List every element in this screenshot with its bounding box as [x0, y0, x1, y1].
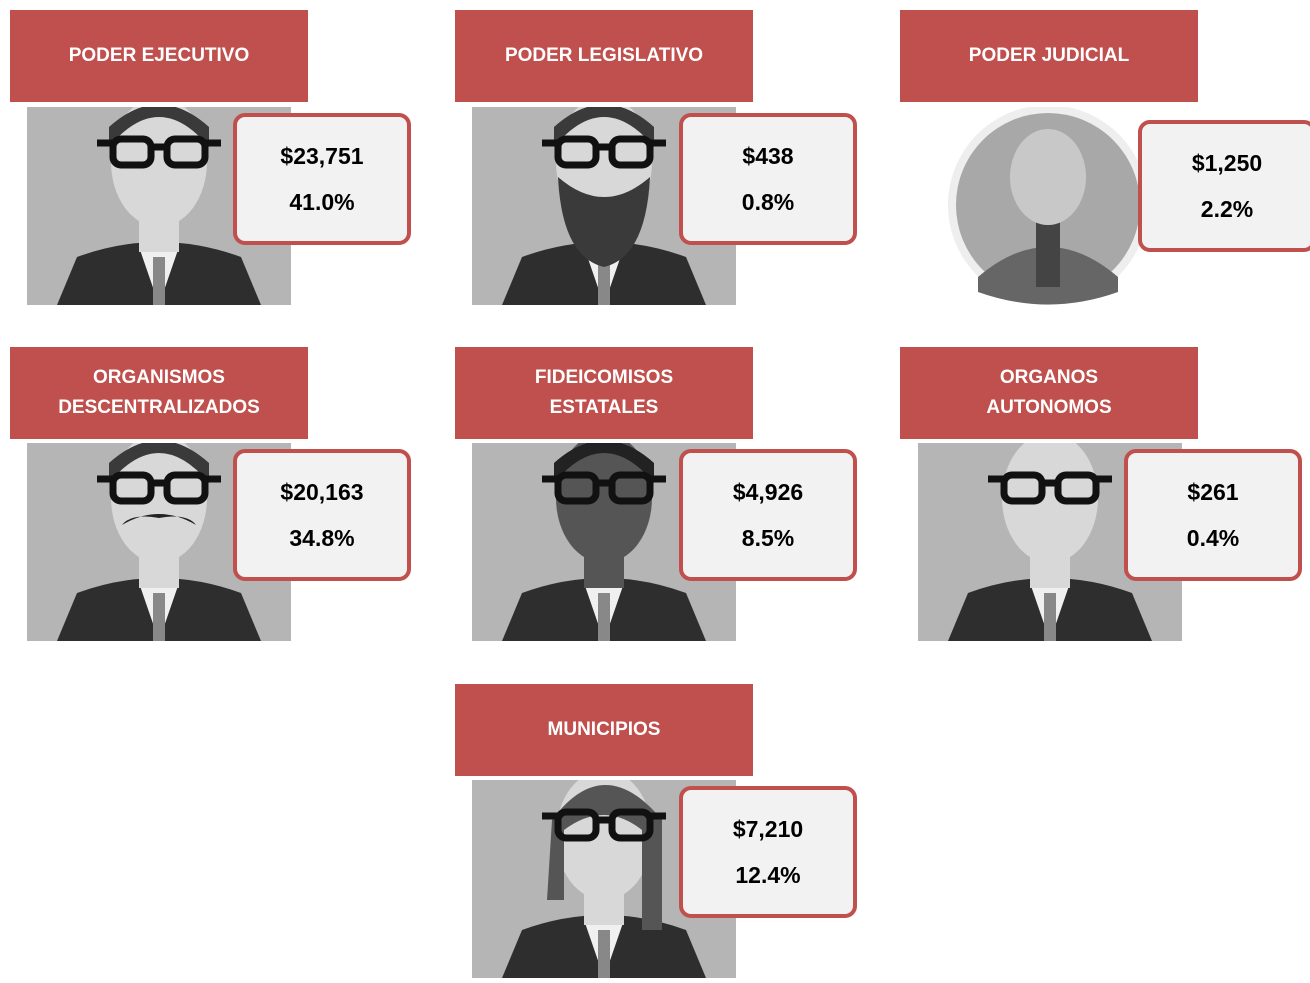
card-share: 0.8% [741, 189, 795, 215]
value-box: $20,163 34.8% [233, 449, 411, 581]
card-title-line: DESCENTRALIZADOS [58, 397, 260, 418]
avatar [918, 433, 1182, 641]
card-amount: $438 [742, 143, 794, 169]
card-share: 0.4% [1186, 525, 1240, 551]
card-title-line: PODER JUDICIAL [968, 45, 1130, 66]
avatar [27, 97, 291, 305]
card-title-line: AUTONOMOS [986, 397, 1112, 418]
card-amount: $23,751 [280, 143, 364, 169]
card-header: MUNICIPIOS [455, 684, 753, 776]
value-box: $438 0.8% [679, 113, 857, 245]
card-image [27, 97, 291, 305]
card-header: ORGANISMOS DESCENTRALIZADOS [10, 347, 308, 439]
card-title-line: ORGANISMOS [93, 367, 225, 388]
value-box: $261 0.4% [1124, 449, 1302, 581]
card-image [948, 105, 1212, 305]
card-header: FIDEICOMISOS ESTATALES [455, 347, 753, 439]
card-amount: $261 [1187, 479, 1239, 505]
avatar [948, 105, 1148, 305]
card-header: PODER JUDICIAL [900, 10, 1198, 102]
card-image [918, 433, 1182, 641]
card-header: PODER EJECUTIVO [10, 10, 308, 102]
card-share: 41.0% [289, 189, 355, 215]
card-title-line: PODER LEGISLATIVO [504, 45, 704, 66]
card-header: ORGANOS AUTONOMOS [900, 347, 1198, 439]
value-box: $4,926 8.5% [679, 449, 857, 581]
card-share: 8.5% [741, 525, 795, 551]
card-title-line: MUNICIPIOS [547, 719, 661, 740]
card-share: 34.8% [289, 525, 355, 551]
card-amount: $1,250 [1191, 150, 1263, 176]
value-box: $7,210 12.4% [679, 786, 857, 918]
card-share: 12.4% [735, 862, 801, 888]
value-box: $23,751 41.0% [233, 113, 411, 245]
card-amount: $4,926 [732, 479, 804, 505]
card-amount: $7,210 [732, 816, 804, 842]
card-title-line: FIDEICOMISOS [534, 367, 674, 388]
card-title-line: ORGANOS [999, 367, 1099, 388]
card-share: 2.2% [1200, 196, 1254, 222]
card-title-line: ESTATALES [549, 397, 659, 418]
value-box: $1,250 2.2% [1138, 120, 1310, 252]
card-amount: $20,163 [280, 479, 364, 505]
card-title-line: PODER EJECUTIVO [68, 45, 250, 66]
card-header: PODER LEGISLATIVO [455, 10, 753, 102]
